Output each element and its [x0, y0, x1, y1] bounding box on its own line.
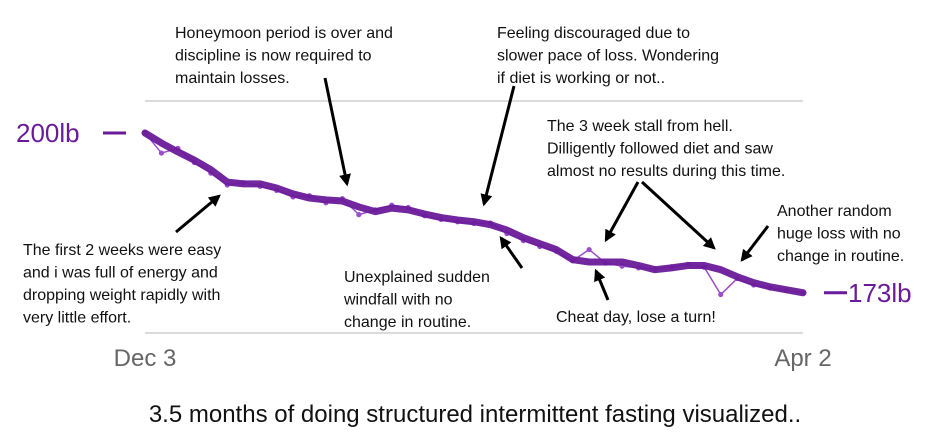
annotation-text: very little effort. — [23, 310, 131, 327]
arrow — [594, 268, 610, 301]
arrow — [740, 225, 770, 262]
annotation-text: Another random — [777, 203, 892, 220]
annotation-text: if diet is working or not.. — [497, 70, 665, 87]
annotation-text: slower pace of loss. Wondering — [497, 48, 719, 65]
arrow — [640, 180, 716, 250]
trend-line — [141, 129, 807, 297]
annotation-text: Feeling discouraged due to — [497, 25, 690, 42]
chart-title: 3.5 months of doing structured intermitt… — [149, 401, 801, 428]
annotation-text: Unexplained sudden — [344, 269, 490, 286]
annotation-text: The 3 week stall from hell. — [547, 118, 733, 135]
annotation-text: windfall with no — [343, 292, 453, 309]
annotation-text: change in routine. — [344, 314, 471, 331]
annotation-text: Cheat day, lose a turn! — [556, 309, 716, 326]
arrow — [480, 85, 516, 207]
arrow — [175, 194, 221, 234]
annotation-text: change in routine. — [777, 248, 904, 265]
arrow — [323, 77, 351, 187]
arrow — [499, 236, 524, 269]
x-tick-label: Dec 3 — [114, 345, 177, 372]
arrow — [604, 181, 640, 243]
annotation-text: Honeymoon period is over and — [175, 25, 393, 42]
annotation-text: discipline is now required to — [175, 48, 372, 65]
daily-point — [718, 291, 724, 298]
daily-point — [586, 246, 592, 253]
annotation-text: huge loss with no — [777, 226, 901, 243]
annotation-text: The first 2 weeks were easy — [23, 242, 221, 259]
daily-point — [158, 150, 165, 156]
arrows — [175, 77, 770, 301]
annotation-text: and i was full of energy and — [23, 265, 218, 282]
annotation-text: maintain losses. — [175, 70, 290, 87]
annotation-text: dropping weight rapidly with — [23, 287, 220, 304]
x-tick-label: Apr 2 — [774, 345, 831, 372]
daily-point — [356, 212, 362, 218]
start-label: 200lb — [16, 118, 80, 148]
annotation-text: almost no results during this time. — [547, 163, 785, 180]
end-label: 173lb — [848, 278, 912, 308]
annotation-text: Dilligently followed diet and saw — [547, 141, 773, 158]
